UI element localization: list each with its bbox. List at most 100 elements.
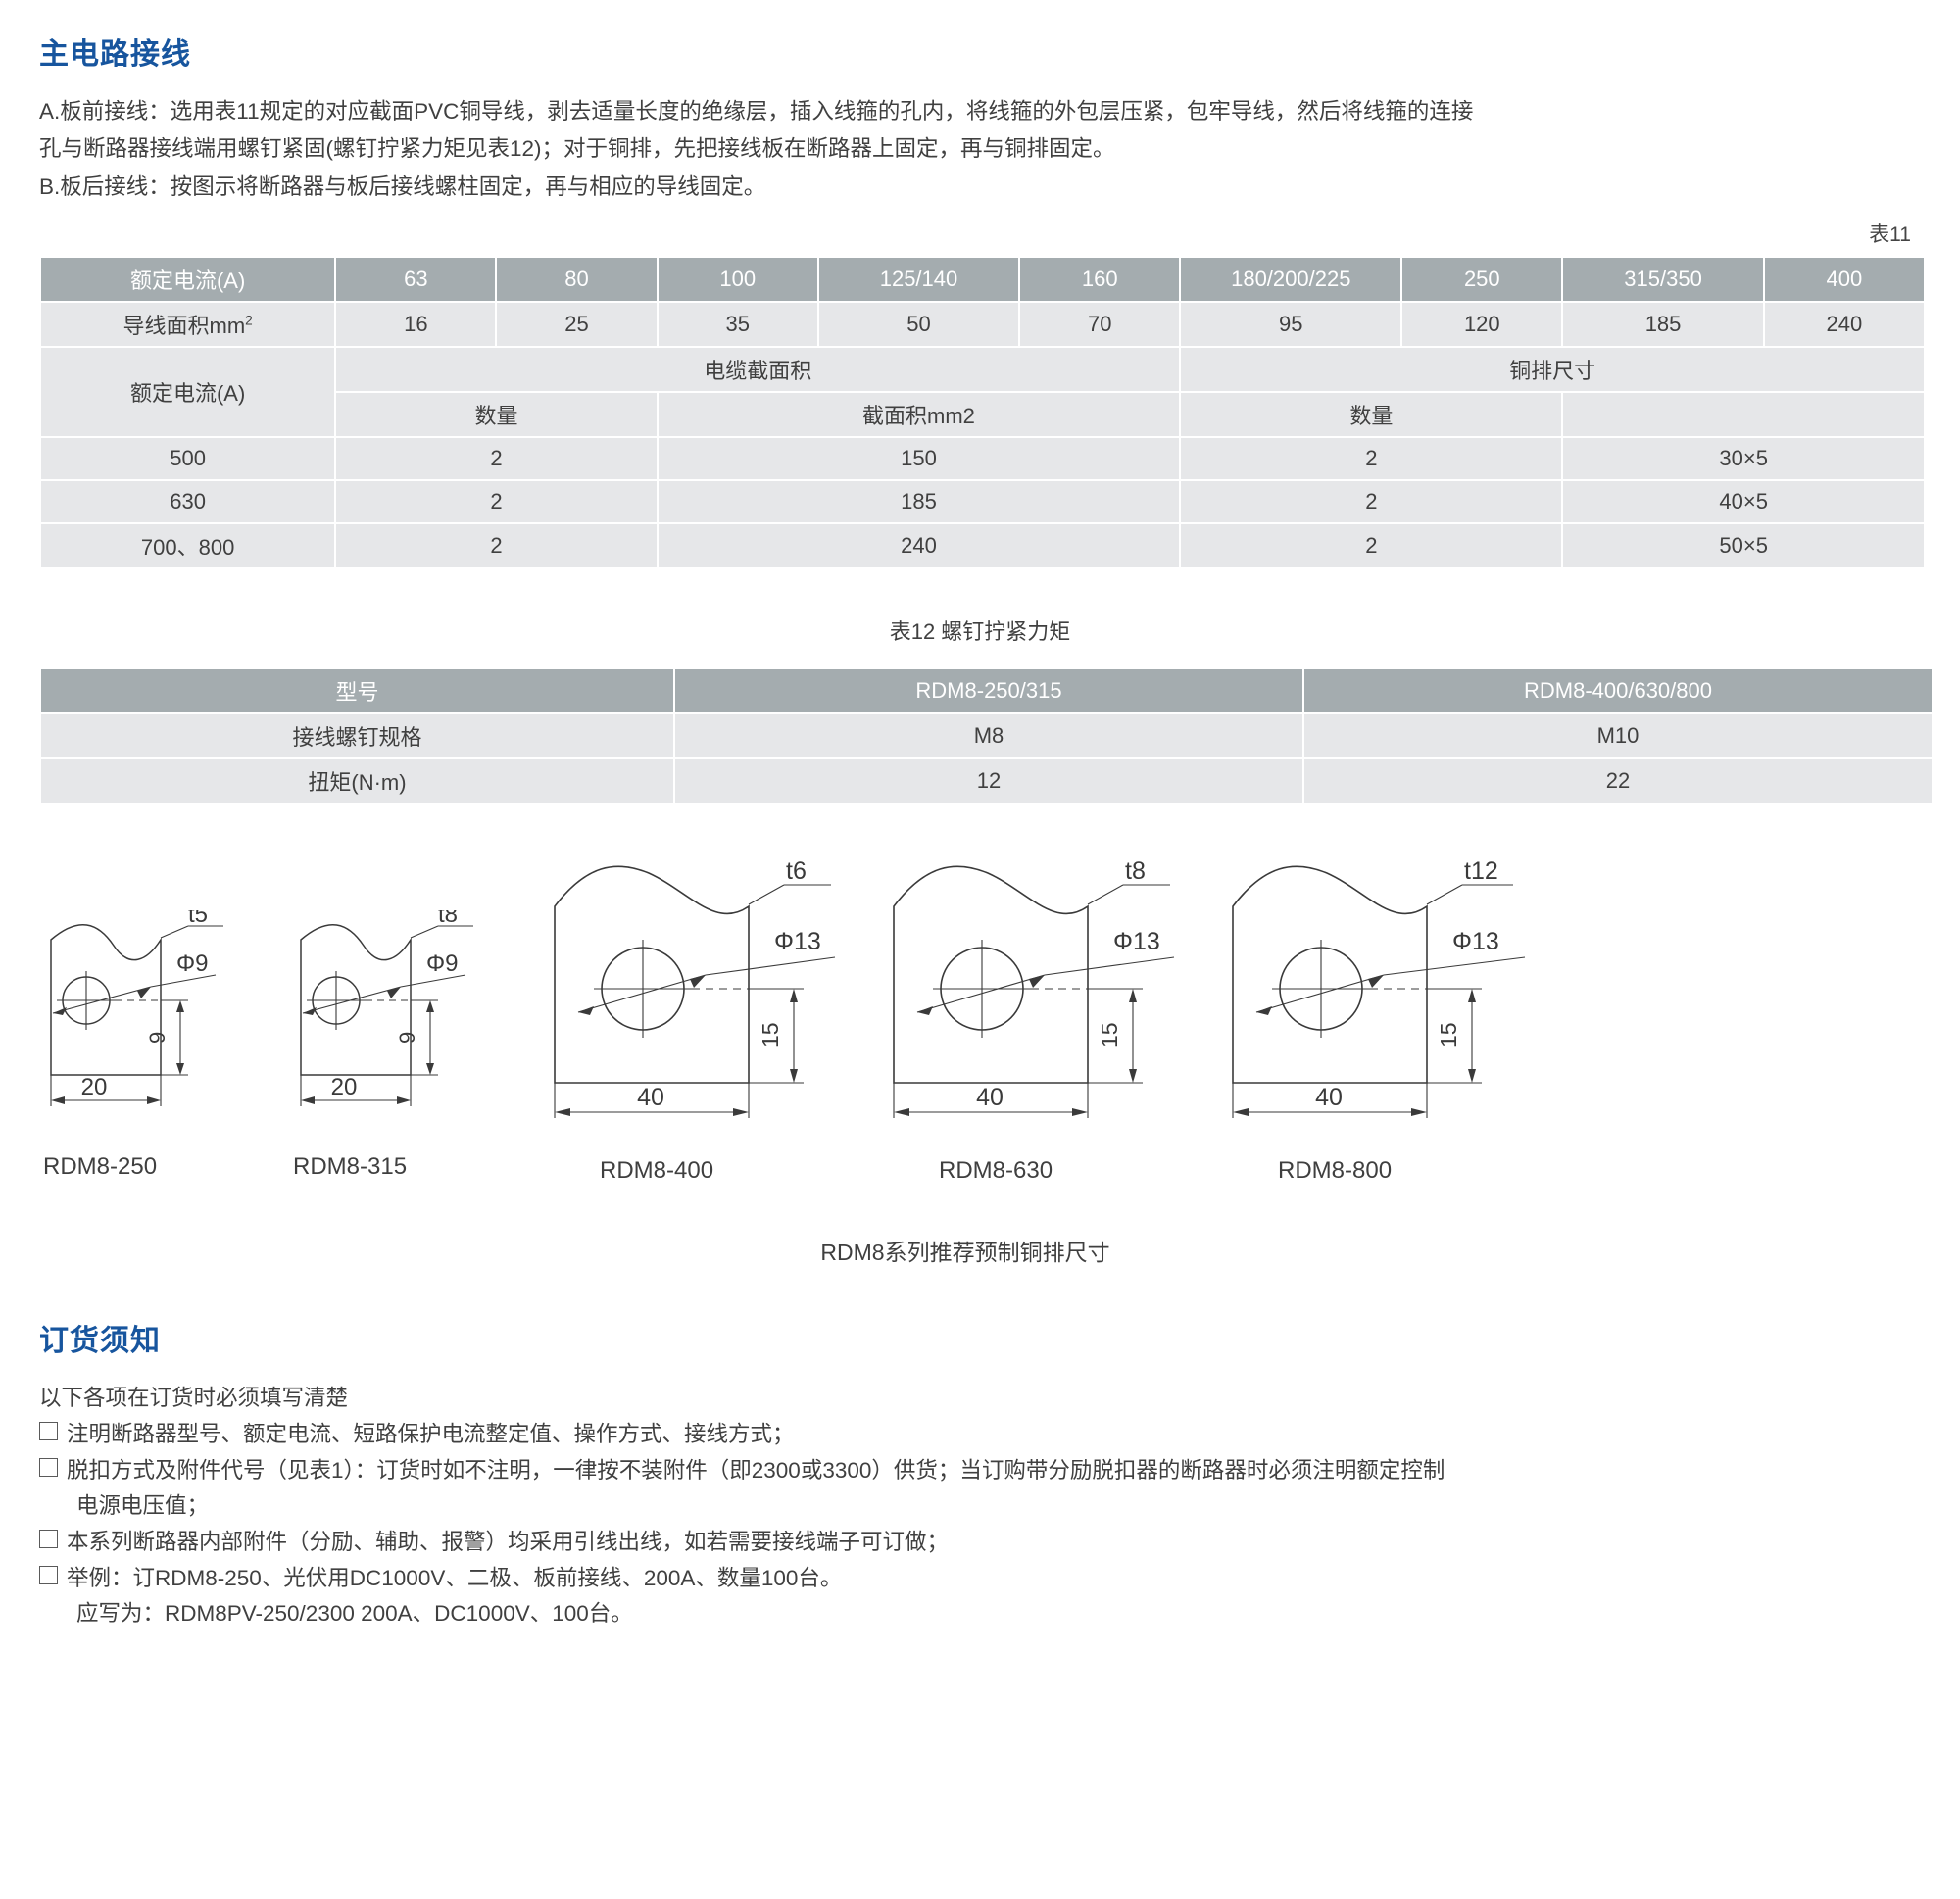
plate-outline: [554, 865, 750, 1085]
w-dim-arrow-l: [555, 1108, 570, 1117]
drawing-svg-large-1: t6 Φ13 15 40: [554, 857, 836, 1119]
drawing-svg-small-1: t5 Φ9 9 20: [50, 910, 223, 1107]
cell-current-125-140: 125/140: [818, 258, 1019, 302]
dia-leader-h: [1044, 956, 1175, 976]
cell-current-630: 630: [41, 481, 335, 523]
hole-dia-text: Φ13: [1452, 928, 1499, 955]
plate-outline: [893, 865, 1089, 1085]
ordering-item-4: 举例：订RDM8-250、光伏用DC1000V、二极、板前接线、200A、数量1…: [39, 1561, 1921, 1597]
cell-current-315-350: 315/350: [1563, 258, 1763, 302]
cell-wire-185: 185: [1563, 303, 1763, 347]
ordering-item-3: 本系列断路器内部附件（分励、辅助、报警）均采用引线出线，如若需要接线端子可订做；: [39, 1525, 1921, 1561]
ordering-item-2-text: 脱扣方式及附件代号（见表1）：订货时如不注明，一律按不装附件（即2300或330…: [67, 1457, 1446, 1483]
checkbox-icon[interactable]: [39, 1565, 58, 1584]
w-dim-arrow-l: [51, 1096, 65, 1105]
table-row: 500 2 150 2 30×5: [41, 438, 1924, 480]
w-dim-arrow-l: [301, 1096, 315, 1105]
wire-area-sup: 2: [245, 313, 253, 328]
dia-leader: [916, 974, 1046, 1013]
height-dim-text: 9: [395, 1032, 419, 1044]
dia-leader: [302, 986, 402, 1014]
width-dim-text: 40: [976, 1084, 1004, 1111]
h-dim-arrow-dn: [1468, 1069, 1476, 1084]
thickness-text: t8: [1125, 857, 1146, 885]
cell-cablearea-500: 150: [658, 438, 1180, 480]
h-dim-arrow-dn: [790, 1069, 798, 1084]
cell-bussize-700-800: 50×5: [1563, 524, 1924, 568]
cell-wire-120: 120: [1402, 303, 1562, 347]
h-dim-arrow-dn: [1129, 1069, 1137, 1084]
drawing-svg-small-2: t8 Φ9 9 20: [300, 910, 473, 1107]
dia-arrow-right: [137, 987, 151, 999]
cell-wire-50: 50: [818, 303, 1019, 347]
cell-current-160: 160: [1020, 258, 1180, 302]
w-dim-arrow-r: [1411, 1108, 1427, 1117]
cell-busqty-630: 2: [1181, 481, 1562, 523]
cell-group-rated-current-header: 额定电流(A): [41, 348, 335, 437]
w-dim-arrow-r: [147, 1096, 161, 1105]
drawing-label-rdm8-250: RDM8-250: [43, 1153, 158, 1181]
drawing-rdm8-800: t12 Φ13 15 40 RDM8-800: [1219, 855, 1592, 1185]
ordering-item-4-text: 举例：订RDM8-250、光伏用DC1000V、二极、板前接线、200A、数量1…: [67, 1565, 843, 1590]
dia-leader: [577, 974, 707, 1013]
paragraph-b: B.板后接线：按图示将断路器与板后接线螺柱固定，再与相应的导线固定。: [39, 173, 766, 199]
cell-model-header: 型号: [41, 669, 673, 713]
thickness-text: t5: [188, 910, 208, 928]
checkbox-icon[interactable]: [39, 1421, 58, 1440]
checkbox-icon[interactable]: [39, 1457, 58, 1477]
dia-arrow-left: [53, 1007, 67, 1016]
drawing-rdm8-630: t8 Φ13 15 40 RDM8-630: [880, 855, 1233, 1185]
thickness-text: t6: [786, 857, 807, 885]
dia-leader-h: [400, 974, 466, 988]
busbar-drawings-group: t5 Φ9 9 20 RDM8-250: [39, 855, 1926, 1184]
width-dim-text: 20: [81, 1074, 108, 1100]
cell-cableqty-630: 2: [336, 481, 657, 523]
cell-group-cable-section: 电缆截面积: [336, 348, 1180, 392]
ordering-item-2-cont: 电源电压值；: [76, 1493, 210, 1519]
cell-group-busbar-size: 铜排尺寸: [1181, 348, 1924, 392]
hole-dia-text: Φ9: [426, 950, 459, 977]
dia-leader: [1255, 974, 1385, 1013]
cell-current-500: 500: [41, 438, 335, 480]
dia-arrow-right: [1029, 975, 1045, 989]
cell-wire-35: 35: [658, 303, 817, 347]
thickness-leader: [160, 925, 189, 939]
h-dim-arrow-dn: [426, 1063, 434, 1076]
dia-arrow-left: [303, 1007, 317, 1016]
cell-current-100: 100: [658, 258, 817, 302]
table-row: 型号 RDM8-250/315 RDM8-400/630/800: [41, 669, 1932, 713]
drawing-svg-large-2: t8 Φ13 15 40: [893, 857, 1175, 1119]
checkbox-icon[interactable]: [39, 1530, 58, 1548]
hole-dia-text: Φ13: [774, 928, 821, 955]
table-row: 接线螺钉规格 M8 M10: [41, 714, 1932, 758]
h-dim-arrow-up: [426, 1000, 434, 1013]
cell-torque-22: 22: [1304, 759, 1932, 803]
cell-cableqty-700-800: 2: [336, 524, 657, 568]
cell-busqty-700-800: 2: [1181, 524, 1562, 568]
cell-wire-240: 240: [1764, 303, 1924, 347]
cell-wire-16: 16: [336, 303, 496, 347]
cell-current-700-800: 700、800: [41, 524, 335, 568]
ordering-item-2: 脱扣方式及附件代号（见表1）：订货时如不注明，一律按不装附件（即2300或330…: [39, 1453, 1921, 1489]
w-dim-arrow-l: [894, 1108, 909, 1117]
cell-torque-label: 扭矩(N·m): [41, 759, 673, 803]
cell-current-80: 80: [497, 258, 657, 302]
dia-leader-h: [1383, 956, 1526, 976]
drawing-label-rdm8-400: RDM8-400: [600, 1157, 714, 1185]
paragraph-a-line2: 孔与断路器接线端用螺钉紧固(螺钉拧紧力矩见表12)；对于铜排，先把接线板在断路器…: [39, 136, 1115, 162]
drawing-rdm8-315: t8 Φ9 9 20 RDM8-315: [289, 910, 524, 1181]
plate-outline: [1232, 865, 1428, 1085]
dia-arrow-right: [690, 975, 706, 989]
cell-rated-current-header: 额定电流(A): [41, 258, 335, 302]
h-dim-arrow-up: [1468, 989, 1476, 1003]
dia-arrow-right: [387, 987, 401, 999]
w-dim-arrow-r: [733, 1108, 749, 1117]
thickness-text: t8: [438, 910, 458, 928]
table-row: 导线面积mm2 16 25 35 50 70 95 120 185 240: [41, 303, 1924, 347]
cell-cablearea-630: 185: [658, 481, 1180, 523]
page-title-ordering-notes: 订货须知: [39, 1325, 161, 1358]
ordering-item-3-text: 本系列断路器内部附件（分励、辅助、报警）均采用引线出线，如若需要接线端子可订做；: [67, 1530, 950, 1554]
cell-model-400-630-800: RDM8-400/630/800: [1304, 669, 1932, 713]
drawing-label-rdm8-315: RDM8-315: [293, 1153, 408, 1181]
table12-caption: 表12 螺钉拧紧力矩: [889, 619, 1071, 645]
